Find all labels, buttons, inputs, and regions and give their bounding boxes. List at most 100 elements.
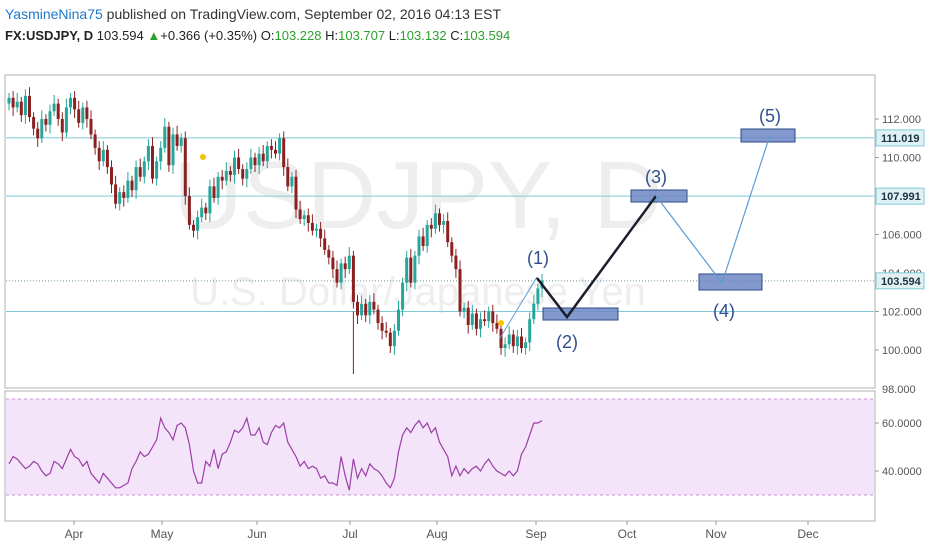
candle-body: [495, 323, 499, 329]
candle-body: [269, 145, 273, 150]
candle: [351, 250, 355, 309]
candle-body: [192, 224, 195, 231]
candle-body: [356, 301, 359, 316]
candle-body: [228, 170, 232, 175]
candle-body: [528, 319, 532, 343]
candle-body: [151, 145, 154, 179]
time-axis: Apr May Jun Jul Aug Sep Oct Nov Dec: [65, 521, 819, 541]
candle-body: [69, 97, 72, 108]
candle-body: [347, 255, 351, 270]
candle-body: [290, 176, 294, 187]
candle: [425, 220, 429, 253]
price-tag-box: [875, 187, 925, 205]
candle: [85, 100, 89, 128]
projected-waves: (1) (2) (3) (4) (5): [499, 106, 796, 352]
candle-body: [200, 207, 204, 218]
candle: [73, 91, 77, 119]
price-tag-label: 107.991: [881, 191, 921, 203]
price-tag-label: 103.594: [881, 276, 922, 288]
candle: [249, 148, 253, 174]
candle: [327, 245, 331, 265]
wave-label-1: (1): [527, 248, 549, 268]
candle: [278, 133, 282, 161]
candle: [397, 300, 400, 336]
candles: [7, 87, 544, 374]
candle-body: [532, 303, 536, 320]
candle: [290, 171, 294, 194]
candle-body: [208, 186, 212, 214]
candle: [503, 337, 507, 357]
candle-body: [536, 288, 540, 304]
candle: [97, 141, 101, 171]
candle: [347, 247, 351, 274]
candle-body: [368, 301, 372, 316]
candle-body: [487, 311, 491, 322]
candle: [64, 98, 68, 138]
candle-body: [397, 309, 400, 331]
candle: [216, 171, 220, 205]
candle-body: [388, 332, 392, 347]
candle: [101, 141, 105, 167]
open-value: 103.228: [274, 28, 322, 43]
candle-body: [32, 117, 36, 129]
candle: [126, 171, 130, 203]
last-price: 103.594: [96, 28, 144, 43]
candle-body: [286, 167, 290, 187]
candle-body: [511, 334, 515, 347]
candle-body: [167, 126, 171, 166]
candle-body: [179, 138, 183, 146]
price-tag-label: 111.019: [881, 133, 920, 145]
candle-body: [425, 224, 429, 247]
candle-body: [142, 161, 146, 177]
candle-body: [105, 149, 109, 168]
time-tick-label: Oct: [618, 527, 637, 541]
candle: [60, 112, 64, 142]
candle-body: [433, 213, 437, 229]
candle-body: [491, 311, 495, 324]
ohlc-line: FX:USDJPY, D 103.594 ▲+0.366 (+0.35%) O:…: [5, 28, 510, 43]
candle-body: [155, 161, 159, 179]
candle: [44, 114, 48, 132]
candle-body: [265, 145, 269, 162]
price-tick-label: 102.000: [882, 307, 922, 319]
candle-body: [310, 222, 314, 231]
candle: [114, 175, 118, 209]
candle: [454, 248, 458, 278]
candle: [48, 104, 52, 134]
candle-body: [343, 263, 347, 270]
time-tick-label: Jun: [247, 527, 266, 541]
candle: [315, 223, 318, 238]
candle: [532, 295, 536, 325]
candle: [335, 260, 339, 288]
candle-body: [515, 336, 519, 347]
candle-body: [216, 176, 220, 198]
candle-body: [446, 221, 450, 243]
candle-body: [245, 169, 249, 179]
open-label: O:: [260, 28, 275, 43]
candle-body: [237, 157, 241, 170]
candle: [368, 295, 372, 325]
candle: [495, 314, 499, 334]
candle-body: [462, 307, 466, 312]
candle-body: [134, 167, 138, 191]
candle: [421, 227, 425, 251]
candle-body: [15, 101, 19, 108]
price-tick-label: 100.000: [882, 345, 922, 357]
price-tick-label: 98.000: [882, 384, 916, 396]
candle: [323, 229, 327, 255]
candle: [298, 200, 302, 224]
price-tick-label: 110.000: [882, 153, 921, 165]
candle: [274, 141, 277, 159]
candle: [77, 100, 81, 128]
author-link[interactable]: YasmineNina75: [5, 6, 103, 22]
candle-body: [282, 138, 286, 168]
candle-body: [224, 170, 228, 181]
candle-body: [233, 157, 236, 175]
candle: [122, 185, 126, 207]
candle: [204, 202, 208, 221]
event-dot: [498, 320, 504, 326]
candle: [81, 102, 85, 130]
candle-body: [331, 257, 335, 270]
candle: [524, 337, 528, 355]
